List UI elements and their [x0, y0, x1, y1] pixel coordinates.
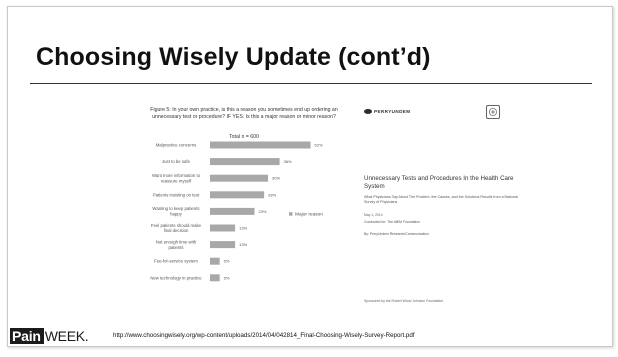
logo-rest-text: WEEK. — [44, 328, 89, 344]
bar-3 — [210, 191, 265, 199]
category-label-7: Fee-for-service system — [154, 259, 198, 264]
report-sponsor: Sponsored by the Robert Wood Johnson Fou… — [364, 299, 444, 303]
value-label-3: 28% — [268, 192, 276, 197]
source-url[interactable]: http://www.choosingwisely.org/wp-content… — [113, 332, 415, 339]
bar-7 — [210, 257, 220, 265]
bar-1 — [210, 158, 280, 166]
perryundem-logo: PERRYUNDEM — [364, 109, 411, 114]
legend-swatch — [289, 212, 293, 216]
logo-mark-icon — [364, 109, 372, 114]
category-label-6: Not enough time with patients — [156, 239, 197, 249]
bar-5 — [210, 224, 236, 232]
bar-4 — [210, 207, 255, 215]
category-label-4: Wanting to keep patients happy — [152, 206, 199, 216]
category-label-1: Just to be safe — [162, 159, 191, 164]
logo-text: PERRYUNDEM — [374, 109, 411, 114]
category-label-0: Malpractice concerns — [156, 143, 197, 148]
value-label-7: 5% — [224, 259, 230, 264]
value-label-4: 23% — [258, 209, 266, 214]
bar-0 — [210, 141, 311, 149]
value-label-6: 13% — [239, 242, 247, 247]
survey-figure: Figure 5: In your own practice, is this … — [136, 107, 346, 327]
value-label-0: 52% — [315, 143, 323, 148]
report-author: By: PerryUndem Research/Communication — [364, 232, 429, 236]
legend-label: Major reason — [295, 212, 323, 218]
report-conducted-for: Conducted for: The ABIM Foundation — [364, 220, 420, 224]
bar-2 — [210, 174, 268, 182]
category-label-3: Patients insisting on test — [153, 192, 200, 197]
bar-8 — [210, 274, 220, 282]
category-label-5: Feel patients should make final decision — [151, 223, 202, 233]
logo-box-text: Pain — [10, 328, 44, 344]
foundation-seal-icon — [486, 105, 500, 119]
bar-6 — [210, 241, 236, 249]
slide: Choosing Wisely Update (cont’d) Figure 5… — [7, 6, 613, 347]
bar-chart: Malpractice concerns 52% Just to be safe 36… — [150, 141, 323, 282]
title-divider — [30, 83, 592, 84]
value-label-8: 5% — [224, 275, 230, 280]
value-label-2: 30% — [272, 176, 280, 181]
report-title: Unnecessary Tests and Procedures In the … — [364, 175, 514, 190]
report-date: May 1, 2014 — [364, 213, 383, 217]
category-label-2: Want more information to reassure myself — [152, 173, 201, 183]
report-cover: PERRYUNDEM Unnecessary Tests and Procedu… — [362, 105, 532, 315]
slide-title: Choosing Wisely Update (cont’d) — [36, 43, 431, 71]
painweek-logo: Pain WEEK. — [10, 328, 89, 344]
value-label-5: 13% — [239, 226, 247, 231]
figure-caption: Figure 5: In your own practice, is this … — [150, 107, 338, 120]
report-subtitle: What Physicians Say About The Problem, t… — [364, 195, 518, 204]
category-label-8: New technology in practice — [150, 275, 202, 280]
figure-total: Total n = 600 — [229, 134, 259, 140]
value-label-1: 36% — [284, 159, 292, 164]
